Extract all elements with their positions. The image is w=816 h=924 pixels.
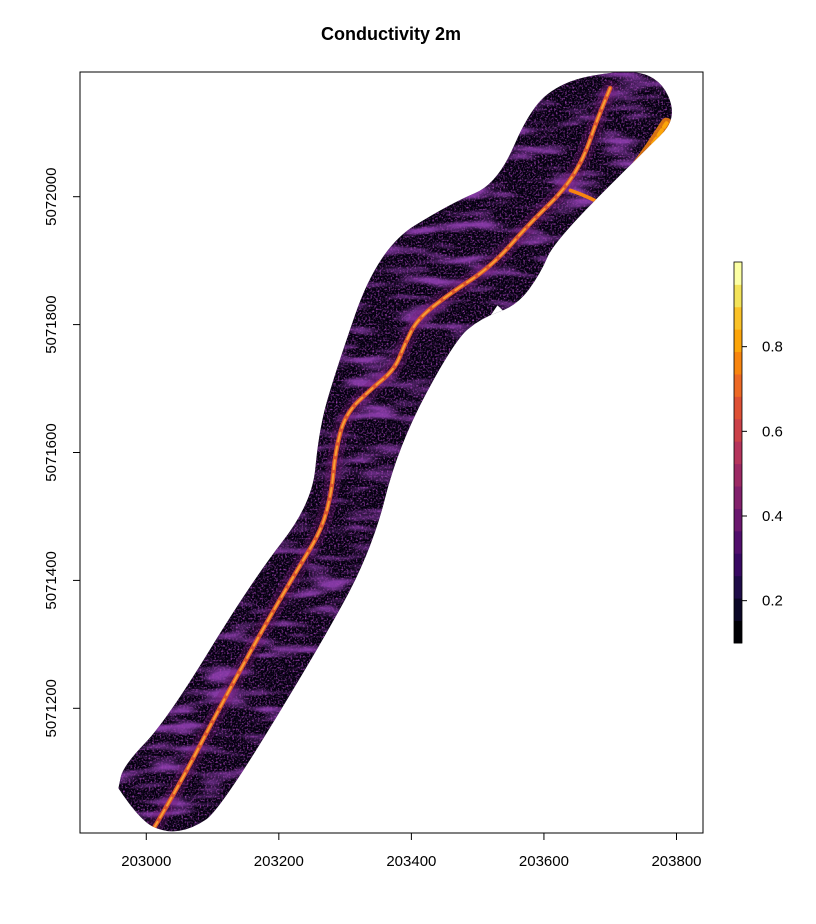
y-tick-label: 5071600 <box>43 423 60 481</box>
colorbar-tick-label: 0.8 <box>762 339 783 356</box>
colorbar-swatch <box>734 351 742 375</box>
colorbar-swatch <box>734 306 742 330</box>
speckle-texture <box>118 72 672 832</box>
colorbar-swatch <box>734 418 742 442</box>
colorbar-swatch <box>734 329 742 353</box>
x-axis: 203000 203200 203400 203600 203800 <box>121 832 702 870</box>
chart-title: Conductivity 2m <box>321 24 461 44</box>
colorbar-swatch <box>734 575 742 599</box>
colorbar-swatch <box>734 284 742 308</box>
colorbar-swatch <box>734 374 742 397</box>
colorbar-swatch <box>734 396 742 420</box>
y-tick-label: 5071200 <box>43 679 60 737</box>
colorbar-swatch <box>734 620 742 644</box>
colorbar-swatch <box>734 463 742 487</box>
y-tick-label: 5071800 <box>43 295 60 353</box>
colorbar-swatch <box>734 262 742 285</box>
survey-texture <box>118 72 672 832</box>
x-tick-label: 203800 <box>651 853 701 870</box>
colorbar-swatch <box>734 441 742 465</box>
y-axis: 5071200 5071400 5071600 5071800 5072000 <box>43 167 81 738</box>
colorbar-tick-label: 0.6 <box>762 423 783 440</box>
colorbar-swatch <box>734 530 742 554</box>
y-tick-label: 5072000 <box>43 167 60 225</box>
y-tick-label: 5071400 <box>43 551 60 609</box>
colorbar-swatch <box>734 553 742 577</box>
x-tick-label: 203000 <box>121 853 171 870</box>
raster-layer <box>118 72 672 832</box>
colorbar-frame <box>733 261 743 644</box>
x-tick-label: 203600 <box>519 853 569 870</box>
colorbar-tick-label: 0.4 <box>762 508 783 525</box>
colorbar-swatch <box>734 598 742 621</box>
x-tick-label: 203200 <box>254 853 304 870</box>
colorbar-legend: 0.2 0.4 0.6 0.8 <box>733 261 783 644</box>
colorbar-tick-label: 0.2 <box>762 593 783 610</box>
x-tick-label: 203400 <box>386 853 436 870</box>
colorbar-swatch <box>734 508 742 532</box>
channel-highlight <box>151 87 612 831</box>
colorbar-swatch <box>734 486 742 509</box>
